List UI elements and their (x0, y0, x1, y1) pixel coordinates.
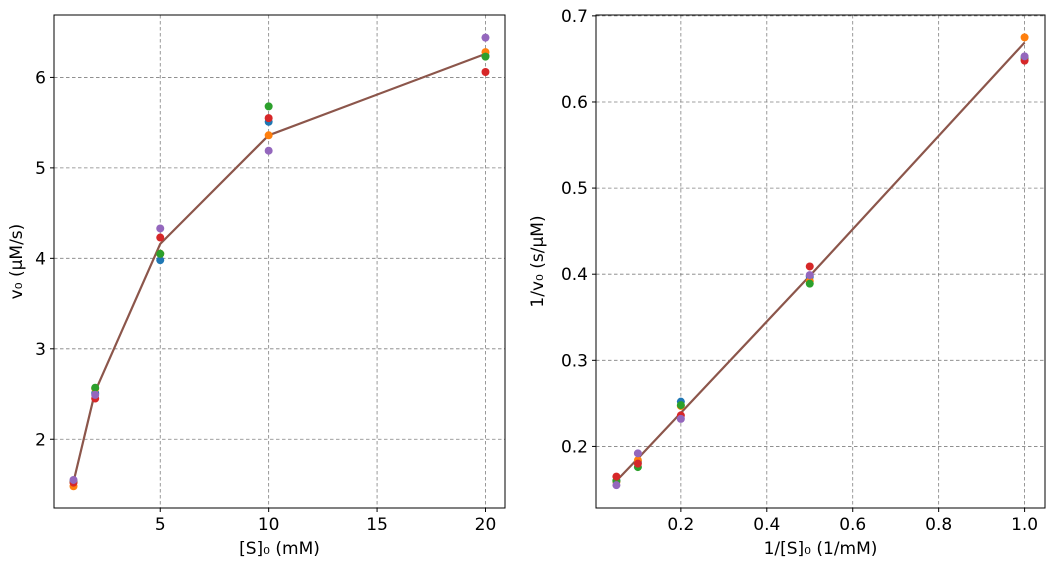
data-point (676, 401, 685, 410)
data-point (264, 146, 273, 155)
x-axis-label: 1/[S]₀ (1/mM) (764, 539, 878, 559)
y-tick-label: 3 (35, 340, 46, 360)
y-axis-label: v₀ (μM/s) (7, 224, 27, 300)
y-tick-label: 2 (35, 430, 46, 450)
data-point (633, 459, 642, 468)
data-point (805, 279, 814, 288)
x-tick-label: 0.6 (839, 515, 866, 535)
data-point (91, 383, 100, 392)
plot-frame (595, 14, 1046, 509)
data-point (1020, 33, 1029, 42)
x-axis-label: [S]₀ (mM) (239, 539, 320, 559)
y-tick-label: 5 (35, 159, 46, 179)
data-point (481, 67, 490, 76)
lineweaver-burk-plot: 0.2 0.4 0.6 0.8 1.0 0.2 0.3 0.4 0.5 0.6 0.7 1/[S]₀ … (528, 7, 1046, 559)
data-point (69, 475, 78, 484)
plot-frame (53, 14, 506, 509)
data-point (156, 249, 165, 258)
data-point (1020, 52, 1029, 61)
x-tick-label: 1.0 (1011, 515, 1038, 535)
data-point (156, 256, 165, 265)
data-point (676, 414, 685, 423)
data-point (612, 481, 621, 490)
y-tick-label: 0.6 (561, 93, 588, 113)
data-point (264, 114, 273, 123)
y-tick-label: 6 (35, 68, 46, 88)
y-tick-label: 0.4 (561, 265, 588, 285)
x-tick-label: 10 (258, 515, 280, 535)
y-tick-label: 4 (35, 249, 46, 269)
x-tick-label: 0.2 (667, 515, 694, 535)
data-point (481, 33, 490, 42)
x-tick-label: 5 (155, 515, 166, 535)
x-tick-label: 20 (475, 515, 497, 535)
y-tick-label: 0.3 (561, 351, 588, 371)
y-tick-label: 0.5 (561, 179, 588, 199)
y-axis-label: 1/v₀ (s/μM) (528, 215, 548, 307)
y-tick-label: 0.7 (561, 7, 588, 27)
data-point (264, 131, 273, 140)
x-tick-label: 15 (366, 515, 388, 535)
data-point (805, 262, 814, 271)
data-point (91, 390, 100, 399)
data-point (612, 472, 621, 481)
data-point (805, 271, 814, 280)
fit-line (72, 52, 486, 483)
data-point (264, 102, 273, 111)
y-tick-label: 0.2 (561, 437, 588, 457)
data-point (633, 449, 642, 458)
data-point (156, 224, 165, 233)
data-point (481, 52, 490, 61)
x-tick-label: 0.8 (925, 515, 952, 535)
data-point (156, 233, 165, 242)
michaelis-menten-plot: 5 10 15 20 2 3 4 5 6 [S]₀ (mM) v₀ (μM/s) (7, 14, 506, 559)
x-tick-label: 0.4 (753, 515, 780, 535)
